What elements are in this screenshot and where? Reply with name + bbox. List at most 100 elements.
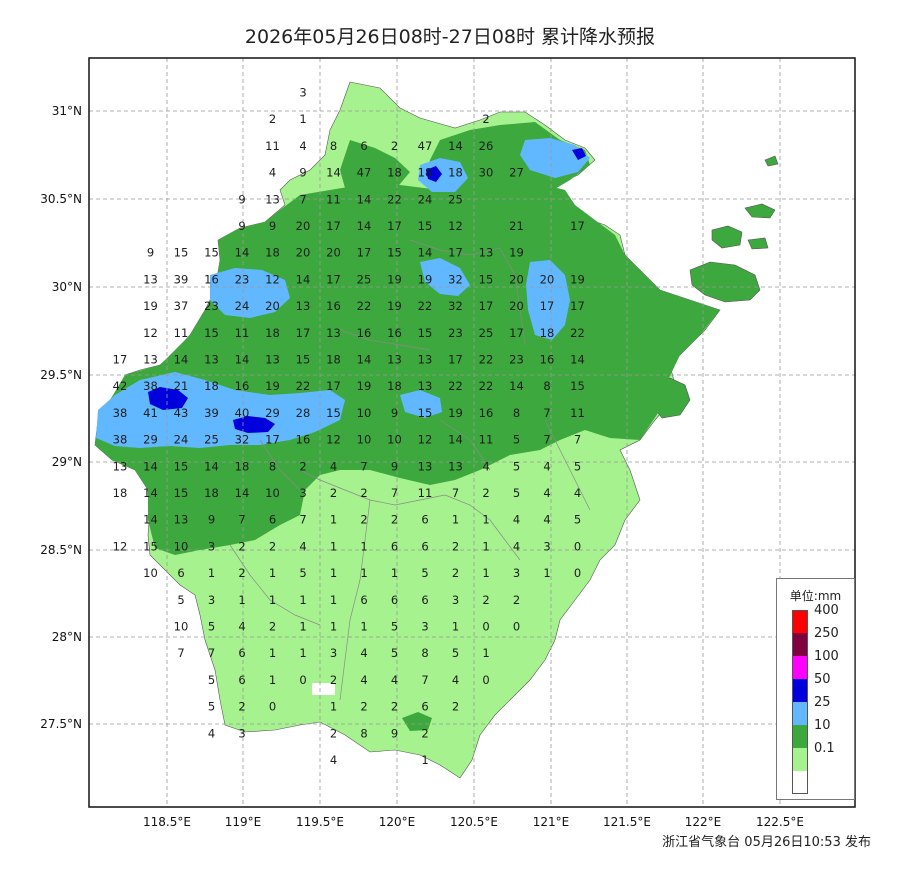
rainfall-value: 2 — [513, 593, 520, 607]
rainfall-value: 13 — [296, 299, 311, 313]
rainfall-value: 4 — [299, 539, 306, 553]
band-50mm-1 — [148, 387, 188, 410]
rainfall-value: 17 — [265, 433, 280, 447]
rainfall-value: 40 — [235, 406, 250, 420]
rainfall-value: 13 — [479, 246, 494, 260]
rainfall-value: 8 — [330, 139, 337, 153]
lat-label-28: 28°N — [52, 630, 82, 644]
rainfall-value: 10 — [143, 566, 158, 580]
rainfall-value: 17 — [326, 379, 341, 393]
rainfall-value: 6 — [391, 593, 398, 607]
rainfall-value: 14 — [143, 513, 158, 527]
rainfall-value: 15 — [174, 459, 189, 473]
legend-label: 0.1 — [814, 741, 835, 756]
rainfall-value: 17 — [296, 326, 311, 340]
rainfall-value: 2 — [391, 139, 398, 153]
rainfall-value: 15 — [143, 539, 158, 553]
rainfall-value: 19 — [418, 272, 433, 286]
legend-swatch — [792, 633, 808, 656]
rainfall-value: 15 — [418, 219, 433, 233]
rainfall-value: 22 — [479, 379, 494, 393]
rainfall-value: 14 — [235, 246, 250, 260]
rainfall-value: 8 — [543, 379, 550, 393]
rainfall-value: 16 — [296, 433, 311, 447]
rainfall-value: 8 — [421, 646, 428, 660]
rainfall-value: 11 — [235, 326, 250, 340]
lat-label-29: 29°N — [52, 455, 82, 469]
rainfall-value: 16 — [540, 353, 555, 367]
legend-swatch — [792, 702, 808, 725]
legend-label: 250 — [814, 626, 839, 641]
map-title: 2026年05月26日08时-27日08时 累计降水预报 — [244, 26, 656, 48]
rainfall-value: 2 — [360, 513, 367, 527]
band-10mm-northwest — [340, 140, 410, 195]
lat-axis: 31°N 30.5°N 30°N 29.5°N 29°N 28.5°N 28°N… — [40, 104, 82, 731]
rainfall-value: 3 — [299, 486, 306, 500]
rainfall-value: 2 — [269, 539, 276, 553]
rainfall-value: 14 — [235, 486, 250, 500]
issuer-footer: 浙江省气象台 05月26日10:53 发布 — [662, 835, 871, 850]
rainfall-value: 2 — [452, 539, 459, 553]
rainfall-value: 13 — [204, 353, 219, 367]
rainfall-value: 9 — [238, 192, 245, 206]
rainfall-value: 13 — [113, 459, 128, 473]
rainfall-value: 10 — [357, 406, 372, 420]
rainfall-value: 23 — [448, 326, 463, 340]
rainfall-value: 13 — [326, 326, 341, 340]
rainfall-value: 13 — [143, 272, 158, 286]
rainfall-value: 39 — [204, 406, 219, 420]
rainfall-value: 23 — [235, 272, 250, 286]
rainfall-value: 3 — [543, 539, 550, 553]
rainfall-value: 16 — [204, 272, 219, 286]
rainfall-value: 3 — [238, 726, 245, 740]
rainfall-value: 27 — [509, 166, 524, 180]
rainfall-value: 6 — [421, 513, 428, 527]
rainfall-value: 2 — [238, 700, 245, 714]
rainfall-value: 15 — [418, 406, 433, 420]
lon-label-120.5: 120.5°E — [450, 815, 498, 829]
rainfall-value: 18 — [265, 326, 280, 340]
rainfall-value: 1 — [482, 646, 489, 660]
rainfall-value: 7 — [452, 486, 459, 500]
band-25mm-small — [400, 390, 442, 418]
rainfall-value: 1 — [452, 513, 459, 527]
rainfall-value: 1 — [360, 566, 367, 580]
rainfall-value: 17 — [357, 246, 372, 260]
rainfall-value: 5 — [391, 646, 398, 660]
rainfall-value: 1 — [269, 646, 276, 660]
rainfall-value: 17 — [387, 219, 402, 233]
rainfall-value: 5 — [452, 646, 459, 660]
legend-swatch — [792, 610, 808, 633]
rainfall-value: 18 — [113, 486, 128, 500]
band-25mm-north-west — [210, 268, 290, 318]
lat-label-31: 31°N — [52, 104, 82, 118]
rainfall-value: 24 — [174, 433, 189, 447]
rainfall-value: 7 — [299, 192, 306, 206]
rainfall-value: 15 — [174, 246, 189, 260]
rainfall-value: 22 — [570, 326, 585, 340]
rainfall-value: 15 — [296, 353, 311, 367]
rainfall-value: 14 — [509, 379, 524, 393]
legend: 单位:mm 400 250 100 50 25 10 0.1 — [776, 578, 855, 800]
rainfall-value: 32 — [448, 299, 463, 313]
rainfall-value: 32 — [235, 433, 250, 447]
rainfall-value: 15 — [174, 486, 189, 500]
rainfall-value: 38 — [113, 433, 128, 447]
rainfall-value: 6 — [360, 593, 367, 607]
rainfall-value: 12 — [448, 219, 463, 233]
rainfall-value: 14 — [357, 219, 372, 233]
band-10mm-south-spot — [402, 712, 432, 731]
lon-label-121: 121°E — [533, 815, 570, 829]
lon-label-118.5: 118.5°E — [143, 815, 191, 829]
rainfall-value: 5 — [177, 593, 184, 607]
rainfall-value: 1 — [330, 593, 337, 607]
rainfall-value: 6 — [421, 593, 428, 607]
rainfall-value: 5 — [391, 620, 398, 634]
rainfall-value: 22 — [357, 299, 372, 313]
rainfall-value: 17 — [448, 246, 463, 260]
rainfall-value: 5 — [208, 673, 215, 687]
rainfall-value: 19 — [357, 379, 372, 393]
legend-swatch — [792, 771, 808, 794]
rainfall-value: 20 — [509, 299, 524, 313]
rainfall-value: 14 — [143, 486, 158, 500]
